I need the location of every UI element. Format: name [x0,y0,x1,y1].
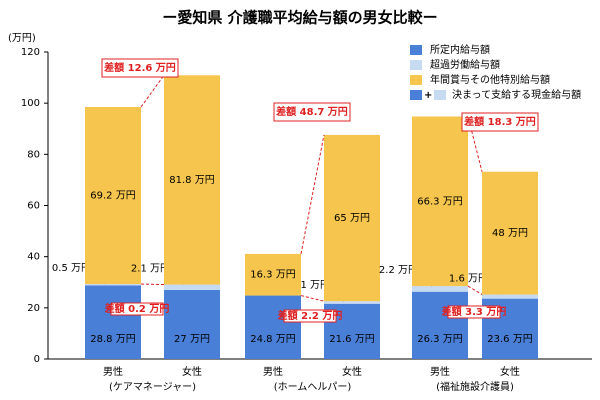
y-tick-label: 60 [27,201,40,212]
connector [467,116,483,172]
bar-segment [245,253,301,296]
bar-segment [245,295,301,359]
bar-segment [482,294,538,299]
connector [140,74,165,108]
connector [467,285,483,295]
legend-swatch [410,60,422,70]
x-tick-label: 女性 [500,365,520,378]
diff-label: 差額 48.7 万円 [276,105,348,118]
bar-segment [482,171,538,295]
diff-box [101,58,179,78]
bar-segment [412,286,468,292]
y-tick-label: 0 [34,354,40,365]
legend-swatch [410,90,422,100]
legend-label: 年間賞与その他特別給与額 [430,73,550,86]
y-tick-label: 100 [21,98,40,109]
x-tick-label: 女性 [342,365,362,378]
bar-segment [85,285,141,359]
data-label: 23.6 万円 [487,334,532,345]
bar-segment [324,301,380,304]
data-label: 24.8 万円 [250,334,295,345]
legend-label: 超過労働給与額 [430,58,500,71]
diff-box [461,112,539,132]
bar-segment [85,107,141,285]
x-tick-label: 男性 [430,365,450,378]
data-label: 1.6 万円 [449,274,488,285]
diff-label: 差額 3.3 万円 [442,305,507,318]
data-label: 48 万円 [492,228,528,239]
diff-box [110,302,164,316]
bar-segment [164,289,220,359]
diff-label: 差額 2.2 万円 [278,309,343,322]
diff-label: 差額 0.2 万円 [105,302,170,315]
diff-label: 差額 18.3 万円 [464,115,536,128]
data-label: 26.3 万円 [417,334,462,345]
diff-box [447,305,501,319]
legend-label: 所定内給与額 [430,43,490,56]
diff-label: 差額 12.6 万円 [104,61,176,74]
connector [140,283,165,286]
data-label: 69.2 万円 [90,191,135,202]
x-tick-label: 男性 [263,365,283,378]
legend-label: 決まって支給する現金給与額 [452,88,581,101]
data-label: 0.5 万円 [52,263,91,274]
bar-segment [324,134,380,302]
legend-swatch [410,75,422,85]
group-label: (ケアマネージャー) [109,381,196,393]
connector [300,295,325,302]
connector [300,134,325,254]
data-label: 2.2 万円 [379,265,418,276]
y-tick-label: 80 [27,149,40,160]
diff-box [273,102,351,122]
bar-segment [164,75,220,285]
x-tick-label: 女性 [182,365,202,378]
group-label: (福祉施設介護員) [436,380,514,393]
group-label: (ホームヘルパー) [274,381,352,393]
data-label: 16.3 万円 [250,270,295,281]
chart-title: ー愛知県 介護職平均給与額の男女比較ー [162,9,437,27]
y-tick-label: 120 [21,47,40,58]
legend-swatch [410,45,422,55]
data-label: 1 万円 [300,280,330,291]
data-label: 81.8 万円 [169,175,214,186]
x-tick-label: 男性 [103,365,123,378]
data-label: 2.1 万円 [131,264,170,275]
bar-segment [164,284,220,290]
bar-segment [412,116,468,287]
data-label: 27 万円 [174,334,210,345]
data-label: 65 万円 [334,213,370,224]
y-tick-label: 40 [27,252,40,263]
bar-segment [412,291,468,359]
data-label: 28.8 万円 [90,334,135,345]
y-unit: (万円) [8,33,36,44]
legend-swatch [434,90,446,100]
diff-box [283,309,337,323]
data-label: 66.3 万円 [417,196,462,207]
bar-segment [85,284,141,286]
legend-plus: + [424,90,432,101]
y-tick-label: 20 [27,303,40,314]
data-label: 21.6 万円 [329,334,374,345]
